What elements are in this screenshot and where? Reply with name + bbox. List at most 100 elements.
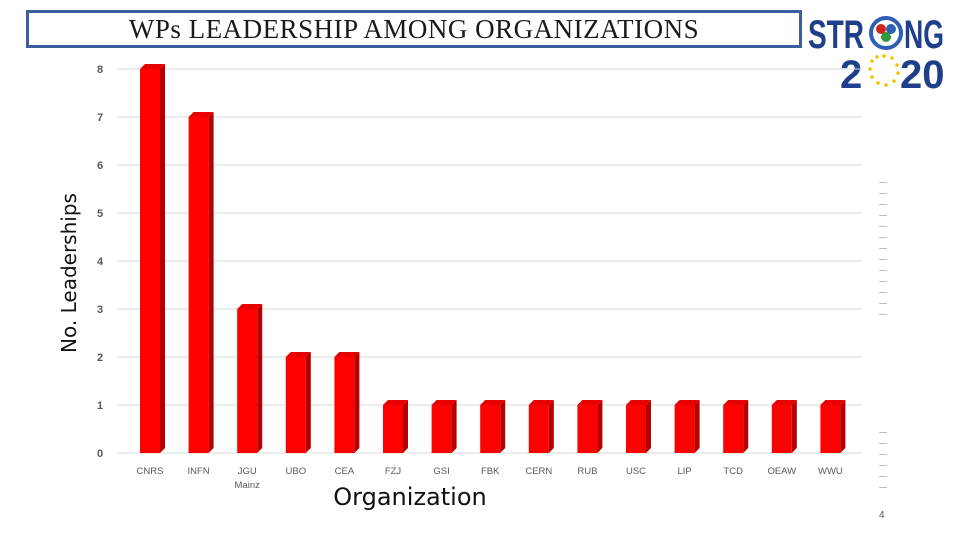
bar-side <box>208 112 214 453</box>
x-tick-label: USC <box>626 466 646 477</box>
bar-side <box>451 400 457 453</box>
logo-text-ng: NG <box>904 13 944 57</box>
y-tick-label: 2 <box>97 352 103 364</box>
logo-text-str: STR <box>808 13 864 57</box>
dash-mark <box>879 215 887 216</box>
x-tick-label: CNRS <box>137 466 164 477</box>
bar-gsi <box>431 405 452 453</box>
bar-top <box>674 400 700 405</box>
bar-side <box>791 400 797 453</box>
bar-tcd <box>723 405 744 453</box>
y-tick-label: 6 <box>97 160 103 172</box>
bar-top <box>334 352 360 357</box>
dash-mark <box>879 204 887 205</box>
dash-mark <box>879 259 887 260</box>
bar-lip <box>674 405 695 453</box>
x-axis-label: Organization <box>333 483 487 511</box>
logo-text-2: 2 <box>840 53 862 94</box>
bar-side <box>354 352 360 453</box>
bar-top <box>383 400 408 405</box>
bar-cern <box>528 405 549 453</box>
x-tick-label: WWU <box>818 466 843 477</box>
x-tick-label: TCD <box>723 466 743 477</box>
bar-side <box>840 400 846 453</box>
title-box: WPs LEADERSHIP AMONG ORGANIZATIONS <box>26 10 802 48</box>
dash-mark <box>879 226 887 227</box>
bar-top <box>723 400 749 405</box>
bar-top <box>577 400 603 405</box>
bar-top <box>626 400 651 405</box>
slide-title: WPs LEADERSHIP AMONG ORGANIZATIONS <box>128 13 700 44</box>
page-number: 4 <box>879 510 885 521</box>
bar-side <box>694 400 700 453</box>
dash-mark <box>879 465 887 466</box>
x-tick-label: CERN <box>525 466 552 477</box>
dash-mark <box>879 432 887 433</box>
logo-text-20: 20 <box>900 53 945 94</box>
bar-top <box>431 400 457 405</box>
y-tick-label: 1 <box>97 400 103 412</box>
x-tick-label: INFN <box>188 466 210 477</box>
x-tick-label: OEAW <box>767 466 796 477</box>
dash-mark <box>879 281 887 282</box>
bar-ubo <box>285 357 306 453</box>
bar-top <box>820 400 846 405</box>
bar-top <box>140 64 165 69</box>
bar-infn <box>188 117 209 453</box>
bar-side <box>403 400 408 453</box>
bar-cnrs <box>140 69 160 453</box>
bar-side <box>500 400 506 453</box>
y-tick-label: 0 <box>97 448 103 460</box>
dash-mark <box>879 314 887 315</box>
bar-side <box>548 400 554 453</box>
bar-fbk <box>480 405 501 453</box>
y-tick-label: 4 <box>97 256 104 268</box>
x-tick-label: UBO <box>286 466 307 477</box>
dash-mark <box>879 303 887 304</box>
bar-jgu-mainz <box>237 309 258 453</box>
dash-mark <box>879 237 887 238</box>
bar-top <box>237 304 263 309</box>
x-tick-label: LIP <box>677 466 691 477</box>
strong-2020-logo: STR NG 2 20 <box>808 13 945 94</box>
bar-side <box>257 304 263 453</box>
x-tick-label: JGU <box>238 466 257 477</box>
dash-mark <box>879 248 887 249</box>
logo-stars-icon <box>868 54 900 87</box>
x-tick-label: RUB <box>577 466 597 477</box>
x-tick-label: Mainz <box>235 480 261 491</box>
bar-rub <box>577 405 598 453</box>
bar-top <box>285 352 311 357</box>
bar-side <box>305 352 311 453</box>
dash-mark <box>879 454 887 455</box>
bar-side <box>743 400 749 453</box>
bar-oeaw <box>771 405 792 453</box>
y-tick-label: 8 <box>97 64 103 76</box>
bar-side <box>160 64 165 453</box>
bar-top <box>188 112 214 117</box>
y-tick-label: 3 <box>97 304 103 316</box>
bar-cea <box>334 357 355 453</box>
y-tick-label: 7 <box>97 112 103 124</box>
x-tick-label: GSI <box>433 466 449 477</box>
bar-usc <box>626 405 646 453</box>
bar-side <box>646 400 651 453</box>
bar-top <box>480 400 506 405</box>
bar-fzj <box>383 405 403 453</box>
x-tick-label: CEA <box>335 466 355 477</box>
bar-top <box>771 400 797 405</box>
x-tick-label: FZJ <box>385 466 402 477</box>
dash-mark <box>879 292 887 293</box>
bar-side <box>597 400 603 453</box>
y-tick-label: 5 <box>97 208 103 220</box>
bar-wwu <box>820 405 841 453</box>
dash-mark <box>879 270 887 271</box>
x-tick-label: FBK <box>481 466 500 477</box>
dash-mark <box>879 487 887 488</box>
dash-mark <box>879 193 887 194</box>
bar-top <box>528 400 554 405</box>
dash-mark <box>879 476 887 477</box>
dash-mark <box>879 182 887 183</box>
logo-ring-icon <box>869 16 903 50</box>
